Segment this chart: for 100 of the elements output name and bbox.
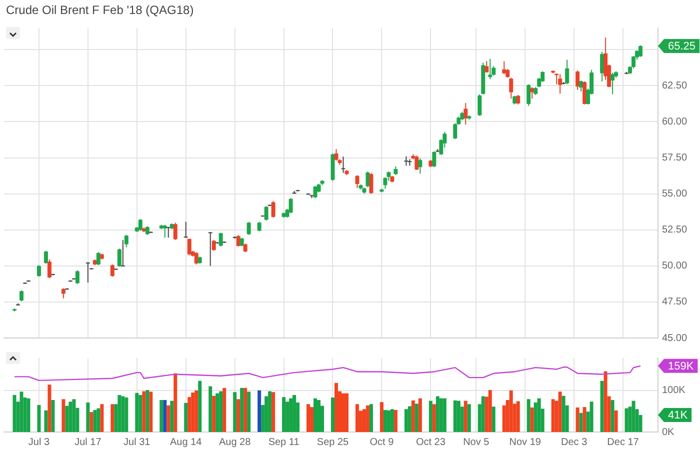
x-tick-label: Oct 23	[416, 436, 446, 448]
bar	[142, 391, 146, 432]
bar	[174, 373, 178, 432]
bar	[236, 399, 240, 432]
bar	[12, 395, 16, 432]
bar	[37, 404, 41, 432]
y-tick-label: 60.00	[662, 116, 688, 128]
x-tick-label: Sep 25	[316, 436, 350, 448]
text: 41K	[668, 409, 688, 422]
bar	[604, 371, 608, 432]
bar	[282, 397, 286, 432]
bar	[436, 396, 440, 432]
bar	[100, 404, 104, 432]
bar	[614, 410, 618, 432]
y-tick-label: 55.00	[662, 188, 688, 200]
bar	[624, 408, 628, 432]
bar	[530, 407, 534, 432]
bar	[344, 393, 348, 432]
bar	[369, 404, 373, 432]
x-tick-label: Nov 19	[509, 436, 542, 448]
bar	[432, 404, 436, 432]
bar	[240, 388, 244, 432]
bar	[331, 397, 334, 432]
bar	[488, 390, 492, 432]
bar	[610, 400, 614, 432]
y-tick-label: 0K	[662, 426, 675, 438]
bar	[44, 410, 48, 432]
bar	[558, 392, 562, 432]
bar	[380, 402, 384, 432]
bar	[394, 410, 398, 432]
bar	[135, 392, 139, 432]
bar	[453, 400, 457, 432]
bar	[138, 395, 142, 432]
bar	[198, 380, 202, 432]
bar	[222, 388, 226, 432]
y-tick-label: 52.50	[662, 224, 688, 236]
bar	[306, 404, 310, 432]
bar	[590, 402, 594, 432]
bar	[68, 402, 72, 432]
bar	[537, 398, 541, 432]
bar	[390, 409, 394, 432]
x-tick-label: Sep 11	[268, 436, 300, 448]
bar	[366, 405, 370, 432]
x-tick-label: Aug 14	[170, 436, 202, 448]
x-tick-label: Jul 31	[124, 436, 151, 448]
bar	[72, 399, 76, 432]
x-tick-label: Oct 9	[370, 436, 394, 448]
bar	[191, 392, 195, 432]
bar	[632, 400, 636, 432]
bar	[90, 412, 94, 432]
bar	[582, 407, 586, 432]
line-series	[14, 365, 642, 382]
bar	[194, 390, 198, 432]
bar	[86, 402, 90, 432]
bar	[146, 390, 150, 432]
bar	[62, 399, 66, 432]
bar	[408, 406, 412, 432]
bar	[579, 412, 583, 432]
bar	[418, 398, 422, 432]
bar	[96, 408, 100, 432]
bar	[414, 404, 418, 432]
x-tick-label: Jul 3	[28, 436, 50, 448]
bar	[456, 400, 460, 432]
y-tick-label: 100K	[662, 385, 686, 396]
bar	[118, 395, 122, 432]
bar	[428, 400, 432, 432]
bar	[258, 390, 262, 432]
bar	[170, 400, 174, 432]
x-tick-label: Aug 28	[218, 436, 252, 448]
bar	[492, 406, 496, 432]
bar	[404, 409, 408, 432]
bar	[160, 400, 164, 432]
y-tick-label: 57.50	[662, 152, 688, 164]
bar	[272, 392, 276, 432]
bar	[481, 396, 485, 432]
x-tick-label: Jul 17	[74, 436, 102, 448]
bar	[411, 400, 415, 432]
bar	[20, 392, 24, 432]
bar	[184, 402, 188, 432]
text: 65.25	[668, 40, 696, 53]
bar	[464, 400, 468, 432]
bar	[149, 392, 153, 432]
bar	[48, 384, 52, 432]
bar	[310, 407, 314, 432]
bar	[212, 396, 216, 432]
x-tick-label: Dec 3	[561, 436, 588, 448]
bar	[247, 392, 251, 432]
bar	[208, 386, 212, 432]
bar	[121, 396, 125, 432]
bar	[509, 390, 513, 432]
text: 159K	[668, 360, 694, 372]
bar	[600, 380, 604, 432]
bar	[93, 410, 97, 432]
bar	[551, 399, 555, 432]
bar	[163, 400, 167, 432]
bar	[383, 410, 387, 432]
bar	[26, 398, 30, 432]
bar	[65, 406, 69, 432]
bar	[166, 405, 170, 432]
bar	[334, 382, 338, 432]
